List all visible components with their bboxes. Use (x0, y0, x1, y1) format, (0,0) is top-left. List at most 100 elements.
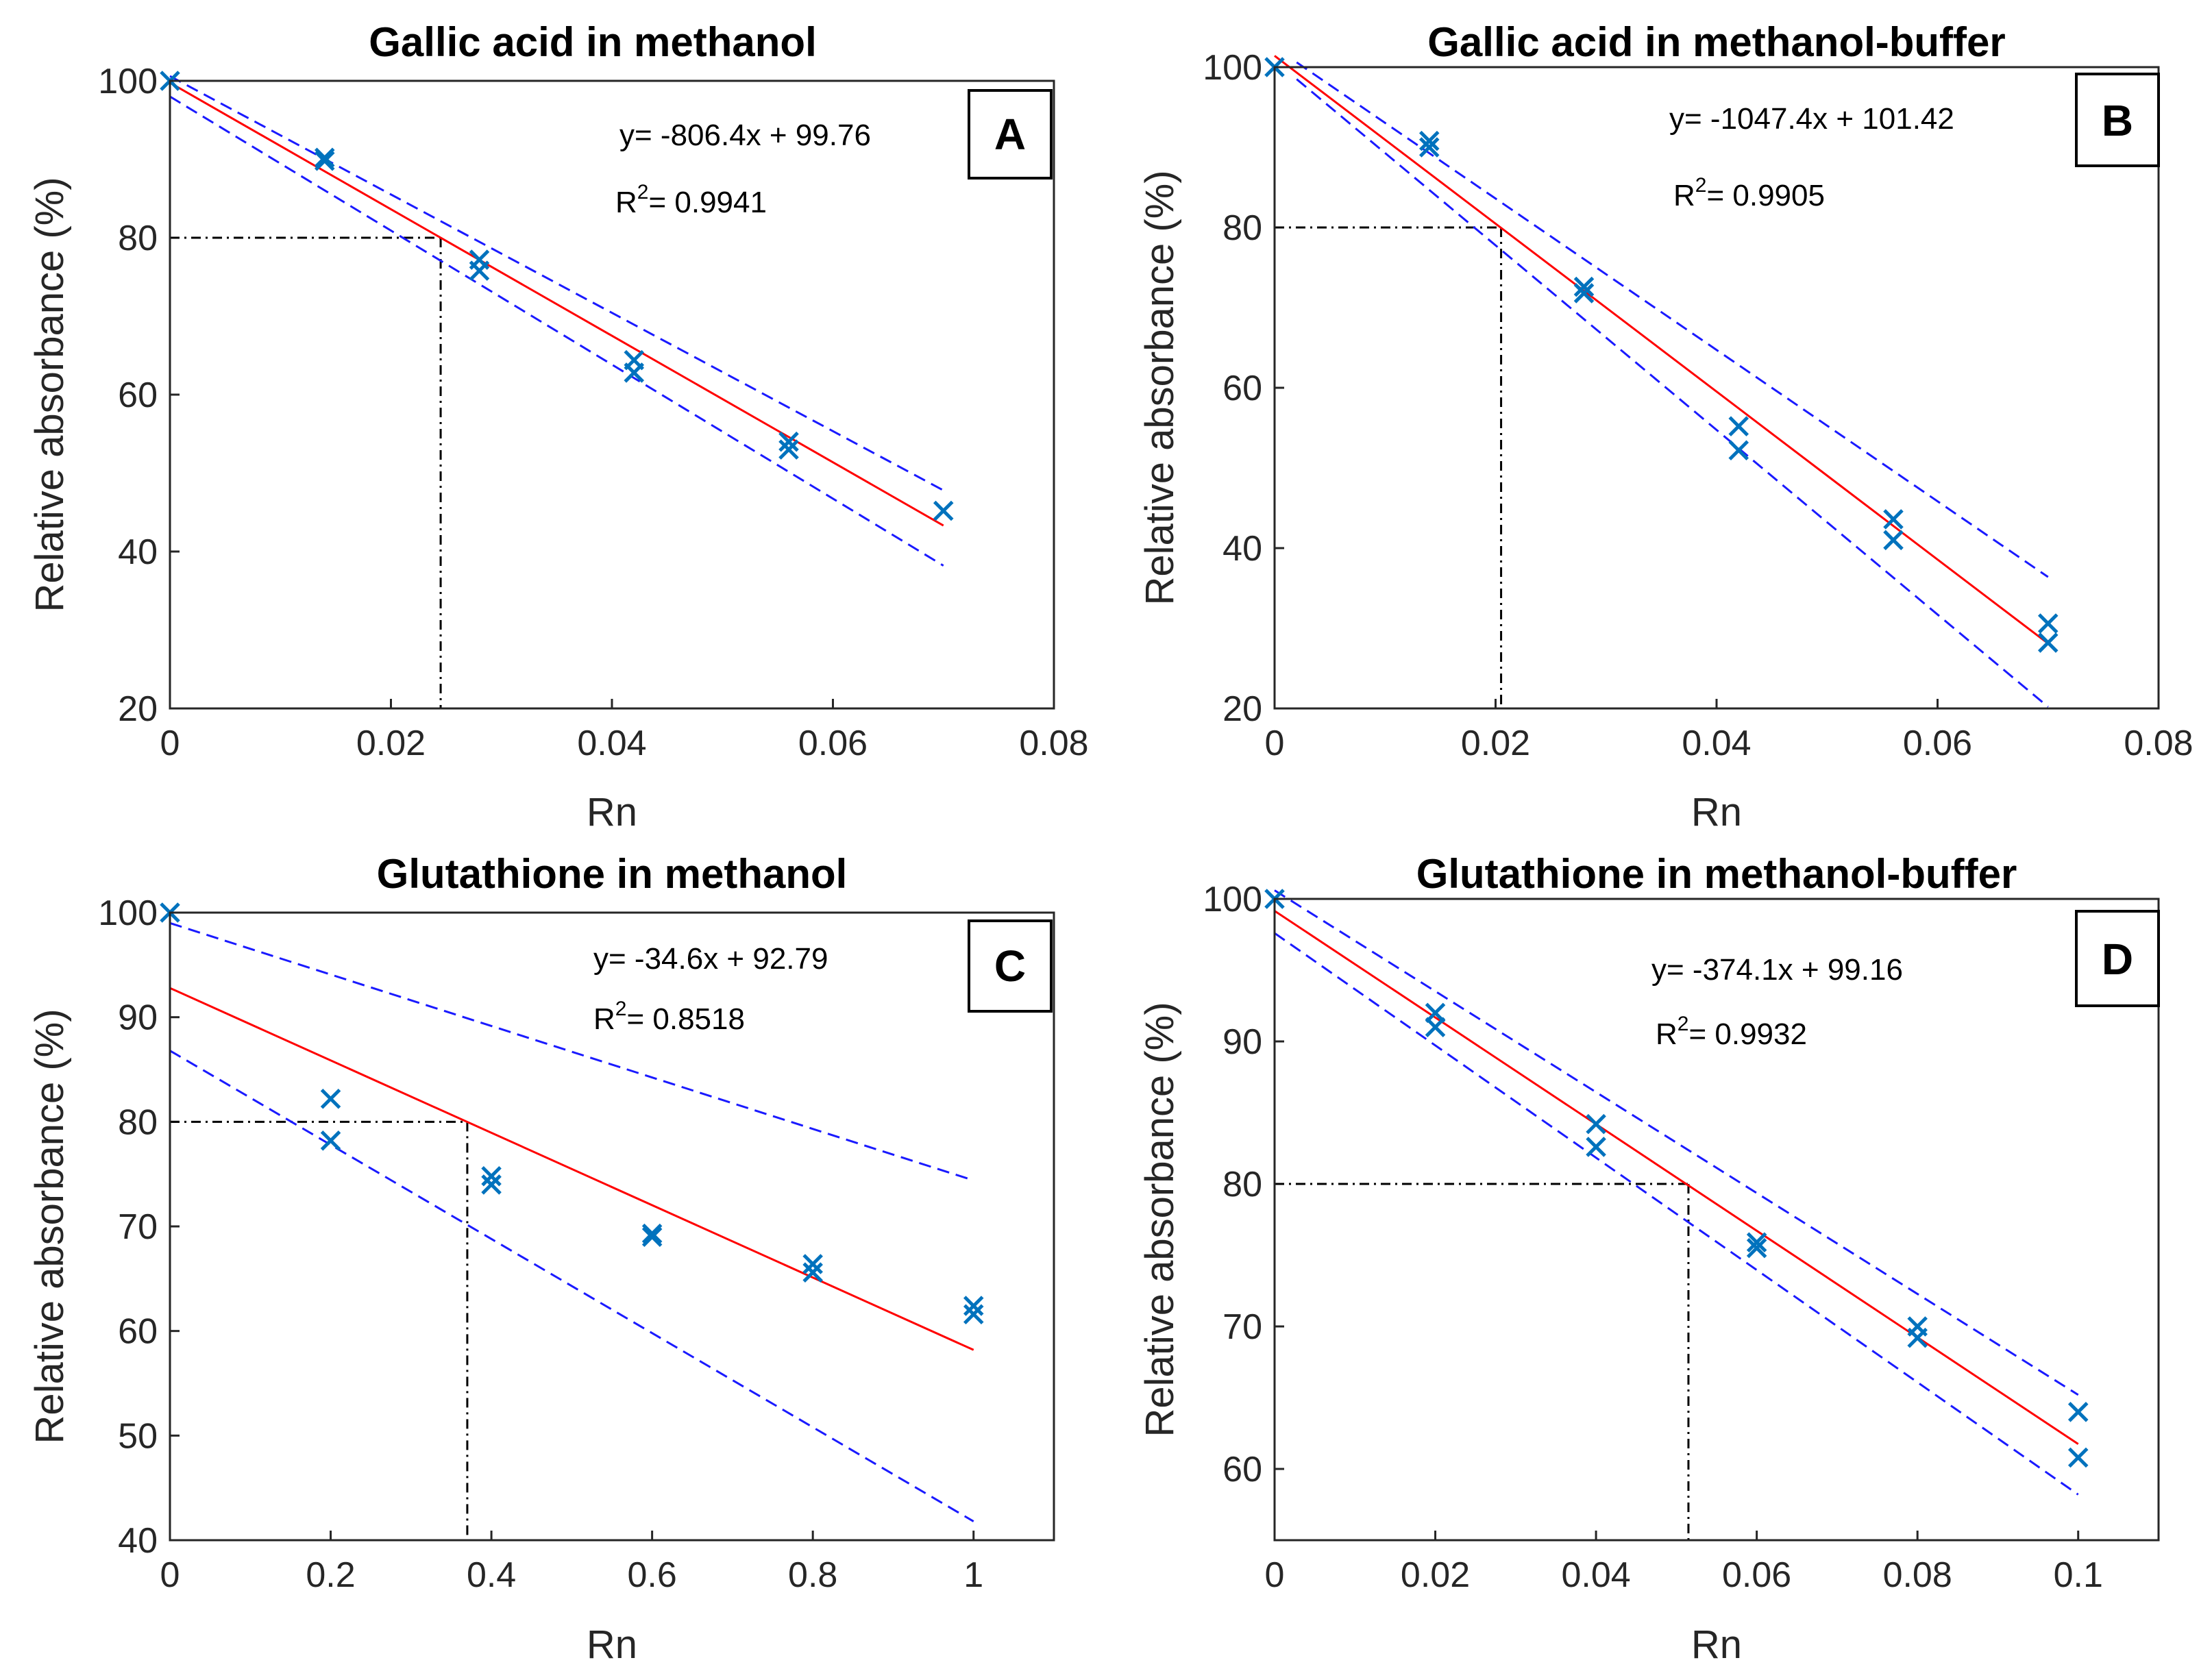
panel-c-data-point (641, 1223, 663, 1244)
panel-c-data-point (641, 1226, 663, 1248)
panel-d-equation: y= -374.1x + 99.16 (1651, 953, 1903, 987)
panel-a-x-tick-label: 0 (160, 724, 180, 763)
panel-d-data-point (1746, 1237, 1767, 1259)
panel-d-letter: D (2102, 935, 2133, 984)
panel-d-data-point (1907, 1327, 1928, 1348)
panel-c-letter-box (968, 919, 1053, 1013)
panel-b-lower-bound-line (1296, 78, 2049, 708)
panel-d-fit-line (1274, 910, 2079, 1445)
panel-c-x-tick-label: 0 (160, 1555, 180, 1595)
panel-a-x-ticks: 0 0.02 0.04 0.06 0.08 (160, 699, 1089, 763)
panel-b-data-point (1418, 137, 1440, 158)
panel-b-marks (1264, 55, 2059, 708)
panel-c-y-axis-label: Relative absorbance (%) (27, 1009, 72, 1444)
panel-a-data-point (778, 439, 799, 460)
panel-d-y-tick-label: 70 (1222, 1307, 1262, 1347)
panel-a-data-point (469, 260, 490, 281)
panel-a-y-ticks: 20 40 60 80 100 (98, 62, 180, 729)
panel-c-equation: y= -34.6x + 92.79 (593, 942, 828, 976)
panel-a-y-tick-label: 60 (118, 375, 158, 415)
panel-c-title: Glutathione in methanol (377, 851, 848, 897)
panel-d-title: Glutathione in methanol-buffer (1416, 851, 2017, 897)
panel-d-y-tick-label: 90 (1222, 1022, 1262, 1062)
panel-d-y-tick-label: 80 (1222, 1165, 1262, 1204)
panel-a-letter: A (994, 110, 1026, 159)
panel-c-y-tick-label: 80 (118, 1102, 158, 1142)
panel-d-plot-box (1273, 898, 2160, 1542)
panel-b-x-tick-label: 0.02 (1461, 724, 1530, 763)
panel-a-fit-line (169, 82, 944, 527)
panel-b-y-axis-label: Relative absorbance (%) (1138, 170, 1182, 605)
panel-d-data-point (1746, 1232, 1767, 1253)
panel-c-data-point (320, 1130, 341, 1151)
panel-c-data-point (963, 1296, 984, 1316)
panel-a-plot-box (169, 79, 1055, 710)
panel-d-x-tick-label: 0.02 (1401, 1555, 1470, 1595)
panel-b-data-point (1573, 276, 1595, 297)
panel-d-y-tick-label: 60 (1222, 1450, 1262, 1489)
panel-c-x-tick-label: 0.4 (467, 1555, 516, 1595)
panel-c-y-tick-label: 40 (118, 1521, 158, 1561)
panel-d-y-axis-label: Relative absorbance (%) (1138, 1002, 1182, 1437)
panel-a-x-tick-label: 0.04 (577, 724, 646, 763)
panel-b-data-point (1728, 440, 1749, 461)
panel-d: Glutathione in methanol-buffer 0 0.02 0.04… (1138, 851, 2160, 1667)
panel-c-upper-bound-line (169, 922, 974, 1182)
panel-a-marks (160, 71, 954, 708)
panel-d-y-tick-label: 100 (1203, 880, 1262, 919)
panel-d-data-point (1586, 1113, 1606, 1135)
panel-b-x-axis-label: Rn (1691, 790, 1742, 834)
panel-c-x-tick-label: 0.8 (788, 1555, 837, 1595)
panel-d-x-tick-label: 0.04 (1561, 1555, 1630, 1595)
panel-d-r-squared: R2= 0.9932 (1656, 1013, 1807, 1051)
panel-d-x-axis-label: Rn (1691, 1622, 1742, 1667)
panel-d-letter-box (2075, 910, 2160, 1007)
panel-d-data-point (2067, 1402, 2089, 1422)
panel-d-marks (1264, 889, 2089, 1540)
panel-a-y-tick-label: 20 (118, 689, 158, 729)
panel-b-x-tick-label: 0 (1265, 724, 1285, 763)
panel-d-data-point (1425, 1017, 1446, 1037)
panel-a-upper-bound-line (169, 75, 944, 492)
panel-a-y-axis-label: Relative absorbance (%) (27, 177, 72, 612)
panel-a: Gallic acid in methanol 0 0.02 0.04 0.06 0.0… (27, 19, 1089, 834)
panel-b-data-point (1418, 130, 1440, 151)
panel-c-y-tick-label: 50 (118, 1416, 158, 1456)
panel-c-r-squared: R2= 0.8518 (593, 998, 745, 1036)
panel-c-x-tick-label: 0.2 (306, 1555, 355, 1595)
panel-b-plot-box (1273, 66, 2160, 710)
panel-c-y-tick-label: 60 (118, 1312, 158, 1352)
panel-c-letter: C (994, 941, 1026, 991)
panel-a-lower-bound-line (169, 95, 944, 567)
panel-a-letter-box (968, 89, 1053, 180)
panel-c-x-tick-label: 1 (963, 1555, 983, 1595)
panel-d-data-point (1586, 1137, 1606, 1157)
panel-c-y-tick-label: 90 (118, 998, 158, 1038)
panel-a-y-tick-label: 100 (98, 62, 158, 101)
panel-c-x-tick-label: 0.6 (627, 1555, 676, 1595)
panel-a-x-axis-label: Rn (587, 790, 637, 834)
panel-c-y-tick-label: 70 (118, 1207, 158, 1247)
panel-a-y-tick-label: 80 (118, 219, 158, 258)
panel-b-letter-box (2075, 73, 2160, 167)
panel-d-x-ticks: 0 0.02 0.04 0.06 0.08 0.1 (1265, 1531, 2103, 1595)
panel-b-title: Gallic acid in methanol-buffer (1427, 19, 2005, 65)
panel-b-data-point (1883, 509, 1904, 530)
panel-c-lower-bound-line (169, 1050, 974, 1522)
panel-c-data-point (802, 1254, 823, 1274)
panel-c-y-ticks: 40 50 60 70 80 90 100 (98, 893, 180, 1561)
panel-c-data-point (320, 1088, 341, 1109)
panel-d-data-point (2067, 1447, 2089, 1468)
panel-b-r-squared: R2= 0.9905 (1673, 174, 1825, 212)
panel-b-equation: y= -1047.4x + 101.42 (1669, 102, 1954, 136)
panel-b-letter: B (2102, 96, 2133, 145)
panel-c-data-point (802, 1262, 823, 1283)
panel-c-y-tick-label: 100 (98, 893, 158, 933)
panel-d-x-tick-label: 0.06 (1722, 1555, 1791, 1595)
panel-b-y-ticks: 20 40 60 80 100 (1203, 48, 1284, 729)
panel-b-y-tick-label: 100 (1203, 48, 1262, 88)
panel-c-data-point (481, 1174, 502, 1195)
panel-b-y-tick-label: 40 (1222, 529, 1262, 569)
panel-a-equation: y= -806.4x + 99.76 (619, 119, 871, 152)
